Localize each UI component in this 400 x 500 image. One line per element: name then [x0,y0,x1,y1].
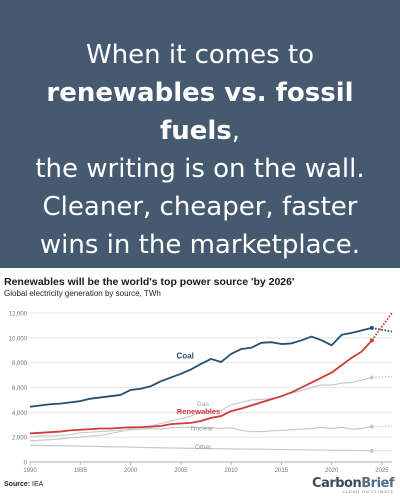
series-line-renewables [29,339,373,435]
y-tick-label: 0 [24,461,28,467]
logo-word-carbon: Carbon [312,476,362,491]
series-label-nuclear: Nuclear [191,425,214,432]
headline-banner: When it comes to renewables vs. fossil f… [0,0,400,268]
quote-line-3: the writing is on the wall. [35,154,365,184]
series-line-gas [29,376,373,442]
chart-panel: Renewables will be the world's top power… [0,268,400,500]
chart-title: Renewables will be the world's top power… [4,276,295,288]
y-tick-label: 6,000 [12,386,28,392]
series-label-other: Other [195,444,212,451]
y-tick-label: 10,000 [9,336,28,342]
quote-line-1: When it comes to [85,40,315,70]
endpoint-marker-gas [369,375,374,380]
x-tick-label: 2025 [375,468,389,474]
quote-line-4: Cleaner, cheaper, faster [42,192,358,222]
endpoint-marker-nuclear [369,424,374,429]
headline-quote: When it comes to renewables vs. fossil f… [10,36,390,264]
series-line-other [29,444,372,452]
x-tick-label: 2020 [325,468,339,474]
x-tick-label: 2010 [224,468,238,474]
logo-tagline: CLEAR ON CLIMATE [342,489,394,494]
source-label: Source: [4,481,31,488]
y-tick-label: 12,000 [9,312,28,318]
x-tick-label: 2005 [174,468,188,474]
endpoint-marker-renewables [369,338,374,343]
projection-line-gas [371,375,393,379]
y-tick-label: 4,000 [12,411,28,417]
endpoint-marker-other [369,448,374,453]
logo-word-brief: Brief [361,476,394,491]
projection-line-renewables [371,312,393,341]
y-tick-label: 2,000 [12,436,28,442]
x-tick-label: 1995 [74,468,88,474]
chart-subtitle: Global electricity generation by source,… [4,289,161,298]
endpoint-marker-coal [369,325,374,330]
projection-line-coal [371,327,393,333]
line-chart: 0 2,000 4,000 6,000 8,000 10,000 12,000 1990 199… [9,312,393,474]
quote-line-2: renewables vs. fossil fuels, [10,74,390,150]
y-tick-label: 8,000 [12,361,28,367]
x-tick-label: 2015 [275,468,289,474]
x-tick-label: 1990 [23,468,37,474]
series-label-gas: Gas [197,401,210,408]
series-line-coal [29,327,373,408]
projection-line-nuclear [371,425,393,428]
quote-emphasis: renewables vs. fossil fuels [46,78,354,146]
series-label-coal: Coal [177,351,194,360]
source-note: Source: IEA [4,481,43,488]
source-value: IEA [32,481,44,488]
series-label-renewables: Renewables [177,407,220,416]
x-tick-label: 2000 [124,468,138,474]
quote-line-5: wins in the marketplace. [39,230,361,260]
carbonbrief-logo: CarbonBrief CLEAR ON CLIMATE [312,476,394,494]
series-line-nuclear [29,426,372,438]
quote-comma: , [231,116,241,146]
